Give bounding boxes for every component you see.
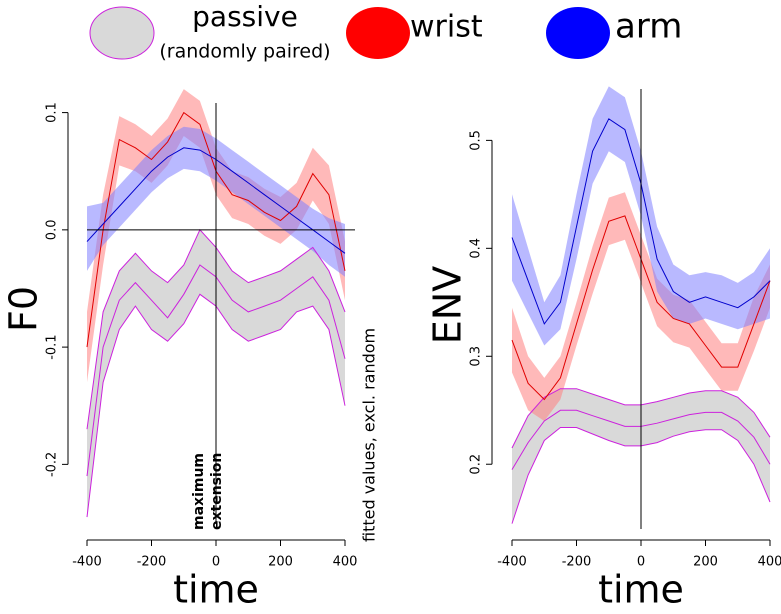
y-tick-label: 0.4 [469, 238, 484, 259]
x-tick-label: -200 [137, 555, 167, 570]
legend-label: passive [192, 0, 298, 33]
x-tick-label: -400 [497, 555, 527, 570]
x-tick-label: 200 [268, 555, 293, 570]
y-tick-label: -0.1 [45, 334, 60, 359]
x-axis-title: time [598, 568, 684, 612]
x-tick-label: 0 [637, 555, 645, 570]
confidence-band [512, 86, 770, 346]
y-tick-label: 0.0 [45, 220, 60, 241]
x-tick-label: 200 [693, 555, 718, 570]
legend-swatch [546, 7, 610, 59]
confidence-band [87, 229, 345, 518]
y-tick-label: 0.5 [469, 130, 484, 151]
confidence-band [512, 192, 770, 421]
annotation: maximum extension [191, 453, 225, 530]
x-axis-title: time [173, 568, 259, 612]
annotation-line: maximum [191, 453, 207, 530]
confidence-band [512, 388, 770, 524]
y-tick-label: 0.3 [469, 346, 484, 367]
x-tick-label: 400 [333, 555, 358, 570]
legend-swatch [346, 7, 410, 59]
x-tick-label: 0 [212, 555, 220, 570]
y-axis-title: F0 [2, 286, 46, 332]
legend-swatch [89, 6, 155, 60]
y-tick-label: 0.1 [45, 102, 60, 123]
x-tick-label: -200 [562, 555, 592, 570]
y-tick-label: 0.2 [469, 454, 484, 475]
legend-note: (randomly paired) [159, 41, 330, 63]
y-axis-title: ENV [426, 266, 470, 344]
y-tick-label: -0.2 [45, 452, 60, 477]
confidence-band [87, 126, 345, 277]
side-note: fitted values, excl. random [360, 328, 379, 542]
legend-label: wrist [410, 10, 483, 45]
x-tick-label: 400 [758, 555, 781, 570]
x-tick-label: -400 [72, 555, 102, 570]
legend: passive (randomly paired) wrist arm [89, 0, 682, 63]
legend-label: arm [615, 7, 682, 47]
annotation-line: extension [209, 453, 225, 530]
